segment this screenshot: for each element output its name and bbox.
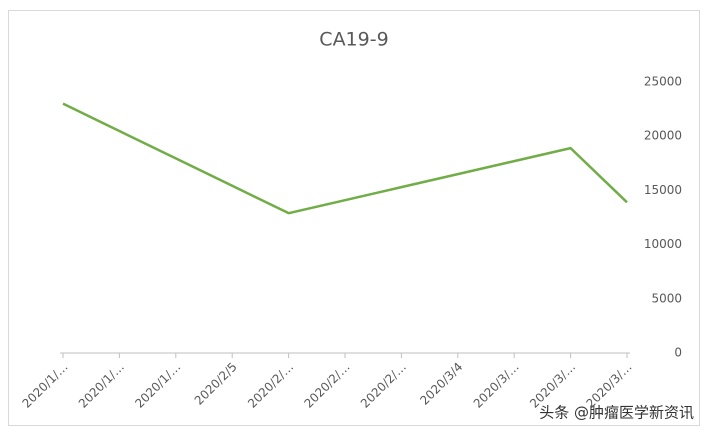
y-tick-label: 25000 xyxy=(644,75,682,89)
y-tick-label: 20000 xyxy=(644,129,682,143)
y-tick-label: 10000 xyxy=(644,237,682,251)
watermark: 头条 @肿瘤医学新资讯 xyxy=(539,404,694,422)
chart-title: CA19-9 xyxy=(319,29,388,51)
y-tick-label: 0 xyxy=(674,346,682,360)
chart-border xyxy=(8,10,700,426)
y-tick-label: 15000 xyxy=(644,183,682,197)
y-tick-label: 5000 xyxy=(651,291,682,305)
data-line xyxy=(62,102,628,215)
